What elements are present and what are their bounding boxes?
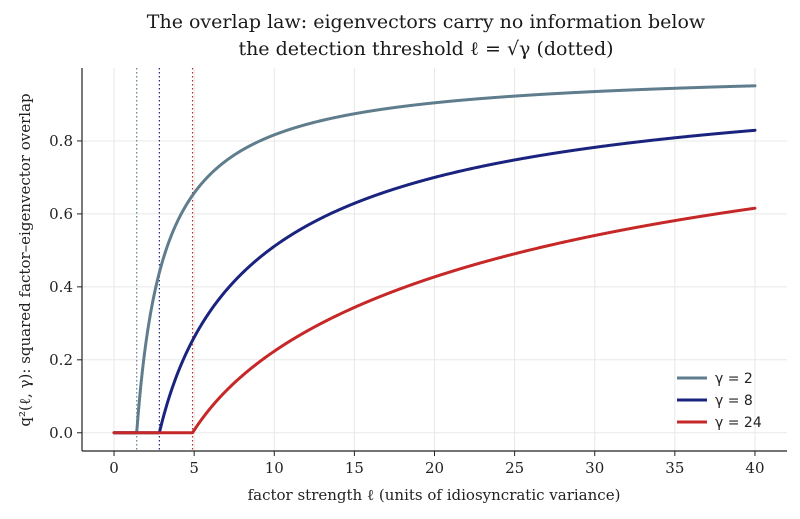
x-tick-label: 0 xyxy=(109,459,119,477)
y-axis-label: q²(ℓ, γ): squared factor–eigenvector ove… xyxy=(16,93,34,426)
x-tick-label: 35 xyxy=(665,459,684,477)
chart-title-line2: the detection threshold ℓ = √γ (dotted) xyxy=(238,38,613,60)
x-axis-label: factor strength ℓ (units of idiosyncrati… xyxy=(248,486,621,504)
grid-lines xyxy=(82,68,787,451)
x-axis-ticks: 0 5 10 15 20 25 30 35 40 xyxy=(109,451,765,477)
y-tick-label: 0.0 xyxy=(49,424,73,442)
series-line-gamma-2 xyxy=(112,84,757,435)
legend-label: γ = 8 xyxy=(715,393,753,409)
series-lines xyxy=(112,84,757,435)
series-line-gamma-8 xyxy=(112,128,757,435)
y-tick-label: 0.2 xyxy=(49,351,73,369)
x-tick-label: 40 xyxy=(745,459,764,477)
y-tick-label: 0.6 xyxy=(49,205,73,223)
legend-label: γ = 24 xyxy=(715,415,762,431)
x-tick-label: 20 xyxy=(425,459,444,477)
chart-title-line1: The overlap law: eigenvectors carry no i… xyxy=(147,11,706,33)
y-tick-label: 0.4 xyxy=(49,278,73,296)
series-line-gamma-24 xyxy=(112,206,757,435)
y-tick-label: 0.8 xyxy=(49,132,73,150)
x-tick-label: 10 xyxy=(265,459,284,477)
legend: γ = 2 γ = 8 γ = 24 xyxy=(677,371,762,431)
x-tick-label: 5 xyxy=(189,459,199,477)
x-tick-label: 30 xyxy=(585,459,604,477)
x-tick-label: 25 xyxy=(505,459,524,477)
y-axis-ticks: 0.0 0.2 0.4 0.6 0.8 xyxy=(49,132,82,442)
legend-label: γ = 2 xyxy=(715,371,753,387)
threshold-lines xyxy=(136,68,194,451)
x-tick-label: 15 xyxy=(345,459,364,477)
